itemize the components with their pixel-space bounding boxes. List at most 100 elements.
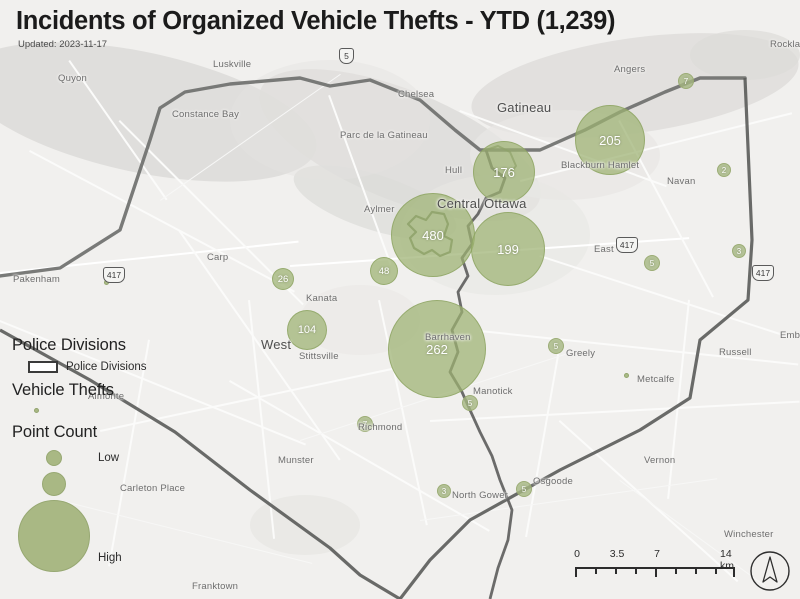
place-label: Quyon: [58, 73, 87, 84]
bubble-value: 48: [378, 265, 390, 277]
place-label: Emb: [780, 330, 800, 341]
highway-shield-icon: 417: [103, 267, 125, 283]
place-label: Hull: [445, 165, 463, 176]
legend-item-label: Police Divisions: [66, 361, 147, 373]
bubble-value: 104: [297, 324, 317, 336]
theft-bubble[interactable]: 3: [732, 244, 746, 258]
theft-bubble[interactable]: 176: [473, 141, 535, 203]
place-label: Osgoode: [533, 476, 573, 487]
bubble-value: 5: [649, 258, 655, 268]
place-label: Richmond: [358, 422, 403, 433]
scale-tick: [715, 567, 717, 574]
compass-rose-icon: [750, 551, 790, 591]
legend-circle-small: [46, 450, 62, 466]
theft-bubble[interactable]: 205: [575, 105, 645, 175]
urban-area-rockland: [690, 30, 800, 80]
bubble-value: 3: [441, 486, 447, 496]
bubble-value: 3: [736, 246, 742, 256]
theft-bubble[interactable]: 7: [357, 416, 373, 432]
theft-bubble[interactable]: 104: [287, 310, 327, 350]
scale-label-0: 0: [574, 548, 580, 560]
theft-bubble[interactable]: 5: [644, 255, 660, 271]
place-label: Vernon: [644, 455, 676, 466]
place-label: Franktown: [192, 581, 239, 592]
legend-circle-large: [18, 500, 90, 572]
bubble-value: 176: [493, 164, 515, 180]
scale-tick-major: [575, 567, 577, 577]
bubble-value: 205: [599, 132, 621, 148]
bubble-value: 262: [426, 341, 448, 357]
scale-tick-major: [733, 567, 735, 577]
place-label: Central Ottawa: [437, 196, 527, 211]
updated-timestamp: Updated: 2023-11-17: [18, 38, 108, 50]
place-label: Manotick: [473, 386, 513, 397]
place-label: Kanata: [306, 293, 338, 304]
place-label: Barrhaven: [425, 332, 471, 343]
bubble-value: 26: [277, 273, 289, 285]
place-label: Pakenham: [13, 274, 61, 285]
scale-tick: [695, 567, 697, 574]
theft-bubble[interactable]: 5: [516, 481, 532, 497]
place-label: Carleton Place: [120, 483, 186, 494]
place-label: Blackburn Hamlet: [561, 160, 640, 171]
place-label: Luskville: [213, 59, 252, 70]
place-label: Navan: [667, 176, 696, 187]
theft-bubble[interactable]: 5: [548, 338, 564, 354]
place-label: Stittsville: [299, 351, 339, 362]
theft-bubble[interactable]: 5: [462, 395, 478, 411]
legend-heading-point-count: Point Count: [12, 423, 98, 441]
scale-tick-major: [655, 567, 657, 577]
scale-label-7: 7: [654, 548, 660, 560]
theft-bubble[interactable]: 3: [437, 484, 451, 498]
legend-heading-divisions: Police Divisions: [12, 336, 126, 354]
place-label: Chelsea: [398, 89, 435, 100]
place-label: Russell: [719, 347, 752, 358]
place-label: Greely: [566, 348, 596, 359]
bubble-value: 480: [422, 227, 444, 243]
scale-tick: [595, 567, 597, 574]
place-label: Almonte: [88, 391, 125, 402]
place-label: Carp: [207, 252, 229, 263]
bubble-value: 5: [467, 398, 473, 408]
single-point-marker[interactable]: [624, 373, 629, 378]
theft-bubble[interactable]: 7: [678, 73, 694, 89]
theft-bubble[interactable]: 262: [388, 300, 486, 398]
place-label: East: [594, 244, 614, 255]
place-label: Parc de la Gatineau: [340, 130, 428, 141]
page-title: Incidents of Organized Vehicle Thefts - …: [16, 7, 616, 35]
place-label: Winchester: [724, 529, 774, 540]
place-label: Metcalfe: [637, 374, 675, 385]
place-label: Angers: [614, 64, 646, 75]
scale-bar-ticks: 0 3.5 7 14 km: [574, 548, 735, 577]
theft-bubble[interactable]: 2: [717, 163, 731, 177]
legend: Police Divisions Police Divisions Vehicl…: [10, 336, 200, 578]
legend-item-police-divisions: Police Divisions: [28, 361, 200, 373]
place-label: Rockland: [770, 39, 800, 50]
scale-bar: 0 3.5 7 14 km: [574, 548, 735, 577]
legend-circle-medium: [42, 472, 66, 496]
scale-label-3-5: 3.5: [609, 548, 625, 560]
legend-point-dot-icon: [34, 408, 39, 413]
police-division-swatch-icon: [28, 361, 58, 373]
bubble-value: 2: [721, 165, 727, 175]
highway-shield-icon: 5: [339, 48, 354, 64]
place-label: Munster: [278, 455, 314, 466]
place-label: West: [261, 337, 292, 352]
legend-heading-vehicle-thefts: Vehicle Thefts: [12, 381, 114, 399]
bubble-value: 7: [362, 419, 368, 429]
place-label: North Gower: [452, 490, 509, 501]
highway-shield-icon: 417: [752, 265, 774, 281]
theft-bubble[interactable]: 48: [370, 257, 398, 285]
theft-bubble[interactable]: 199: [471, 212, 545, 286]
bubble-value: 5: [521, 484, 527, 494]
scale-label-14: 14 km: [720, 548, 735, 572]
bubble-value: 7: [683, 76, 689, 86]
bubble-value: 5: [553, 341, 559, 351]
theft-bubble[interactable]: 26: [272, 268, 294, 290]
legend-size-ramp: Low High: [10, 448, 200, 578]
legend-label-low: Low: [98, 452, 120, 464]
scale-tick: [675, 567, 677, 574]
title-block: Incidents of Organized Vehicle Thefts - …: [0, 0, 800, 50]
legend-label-high: High: [98, 552, 122, 564]
